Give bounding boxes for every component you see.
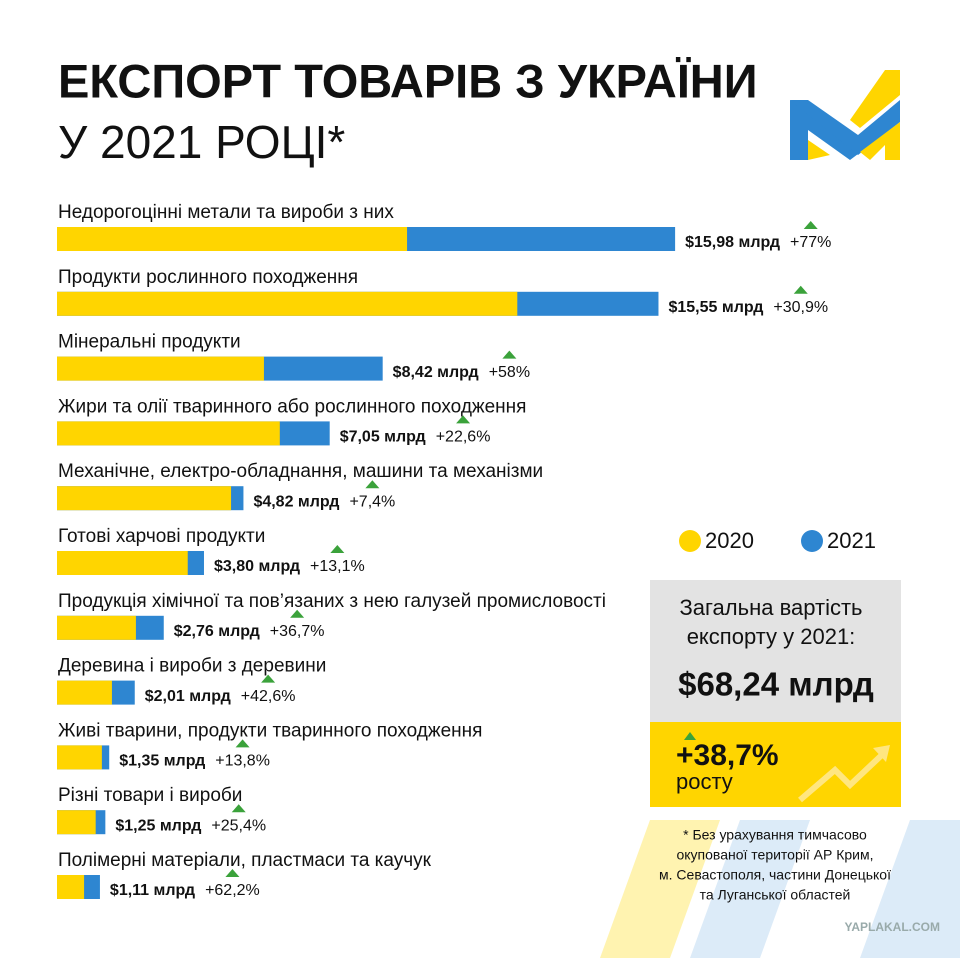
value-label: $7,05 млрд — [340, 429, 426, 446]
growth-arrow — [803, 221, 818, 229]
total-growth-label: росту — [676, 769, 733, 794]
category-label: Живі тварини, продукти тваринного походж… — [58, 720, 482, 741]
bar — [57, 875, 85, 899]
growth-arrow — [456, 415, 471, 424]
growth-label: +7,4% — [349, 493, 395, 510]
bar — [57, 356, 264, 381]
growth-arrow — [502, 350, 517, 359]
total-label: експорту у 2021: — [687, 624, 856, 649]
category-label: Деревина і вироби з деревини — [58, 656, 326, 677]
bar — [57, 421, 280, 446]
growth-label: +25,4% — [211, 817, 266, 834]
legend-marker — [801, 530, 823, 552]
footnote: та Луганської областей — [700, 887, 851, 903]
category-label: Недорогоцінні метали та вироби з них — [58, 202, 394, 223]
category-label: Механічне, електро-обладнання, машини та… — [58, 461, 543, 482]
footnote: * Без урахування тимчасово — [683, 827, 867, 843]
growth-arrow — [225, 869, 240, 877]
decor-stripe — [600, 820, 720, 958]
value-label: $3,80 млрд — [214, 558, 300, 575]
value-label: $2,01 млрд — [145, 688, 231, 705]
growth-arrow — [330, 545, 345, 553]
growth-label: +77% — [790, 234, 831, 251]
total-value: $68,24 млрд — [678, 666, 874, 703]
category-label: Жири та олії тваринного або рослинного п… — [58, 396, 526, 417]
growth-label: +58% — [489, 364, 530, 381]
growth-arrow — [684, 732, 696, 740]
category-label: Готові харчові продукти — [58, 526, 265, 547]
category-label: Мінеральні продукти — [58, 332, 241, 353]
growth-label: +62,2% — [205, 882, 260, 899]
bar — [57, 227, 408, 251]
category-label: Продукція хімічної та пов’язаних з нею г… — [58, 591, 606, 612]
value-label: $4,82 млрд — [253, 493, 339, 510]
bar — [57, 745, 102, 770]
growth-arrow — [365, 480, 380, 489]
value-label: $1,11 млрд — [110, 882, 195, 899]
category-label: Продукти рослинного походження — [58, 267, 358, 288]
decor-arrow — [873, 745, 890, 762]
legend-label: 2021 — [827, 528, 876, 553]
growth-arrow — [290, 609, 305, 618]
decor-arrow — [798, 749, 888, 803]
bar — [57, 680, 112, 705]
category-label: Різні товари і вироби — [58, 785, 242, 806]
growth-arrow — [793, 285, 808, 294]
legend-label: 2020 — [705, 528, 754, 553]
value-label: $1,35 млрд — [119, 753, 205, 770]
growth-label: +42,6% — [241, 688, 296, 705]
growth-arrow — [261, 674, 276, 683]
growth-label: +22,6% — [436, 429, 491, 446]
bar — [57, 551, 188, 575]
growth-label: +13,1% — [310, 558, 365, 575]
growth-label: +30,9% — [773, 299, 828, 316]
value-label: $15,98 млрд — [685, 234, 780, 251]
bar — [57, 615, 136, 640]
bar — [57, 810, 96, 835]
bar — [57, 291, 518, 316]
value-label: $1,25 млрд — [115, 817, 201, 834]
growth-arrow — [235, 739, 250, 748]
subtitle: У 2021 РОЦІ* — [58, 116, 345, 168]
value-label: $15,55 млрд — [668, 299, 763, 316]
decor-stripe — [860, 820, 960, 958]
footnote: м. Севастополя, частини Донецької — [659, 867, 891, 883]
growth-label: +36,7% — [270, 623, 325, 640]
total-label: Загальна вартість — [679, 595, 862, 620]
growth-label: +13,8% — [215, 753, 270, 770]
footnote: окупованої території АР Крим, — [676, 847, 873, 863]
watermark: YAPLAKAL.COM — [844, 920, 940, 934]
value-label: $2,76 млрд — [174, 623, 260, 640]
growth-arrow — [231, 804, 246, 813]
bar — [57, 486, 232, 511]
decor-stripe — [690, 820, 810, 958]
value-label: $8,42 млрд — [393, 364, 479, 381]
legend-marker — [679, 530, 701, 552]
logo — [790, 70, 900, 160]
category-label: Полімерні матеріали, пластмаси та каучук — [58, 850, 432, 871]
total-panel — [650, 580, 901, 722]
total-growth: +38,7% — [676, 739, 779, 772]
title: ЕКСПОРТ ТОВАРІВ З УКРАЇНИ — [58, 54, 758, 107]
